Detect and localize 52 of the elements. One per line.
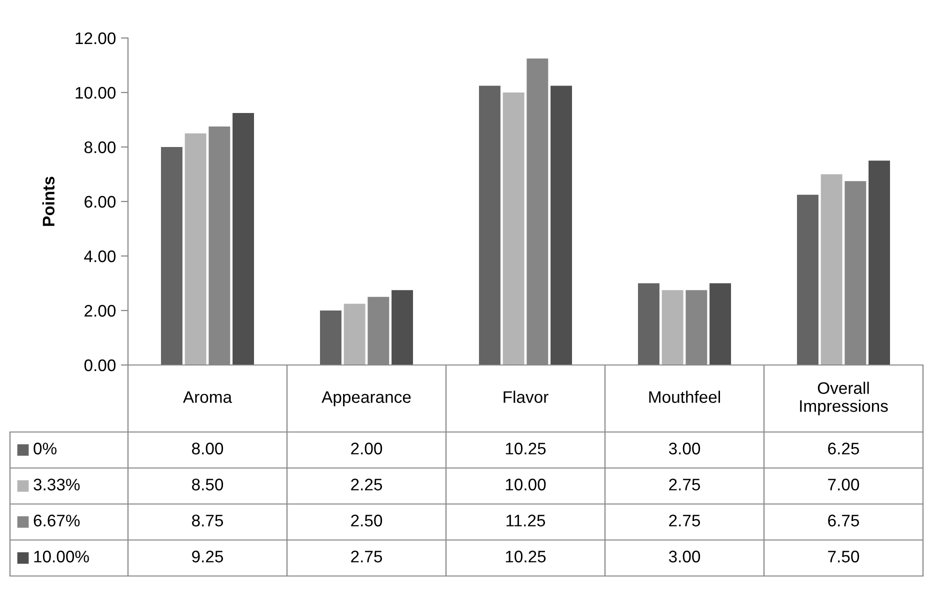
y-tick-label: 8.00 [84,141,116,154]
bar [796,194,818,365]
data-label: 8.00 [192,442,224,454]
bar [502,92,524,365]
bar [184,133,206,365]
x-tick-label: Flavor [504,390,548,403]
data-label: 10.25 [506,550,546,562]
y-tick-label: 2.00 [84,304,116,317]
data-label: 6.75 [828,514,860,526]
data-label: 7.00 [828,478,860,490]
legend-label: 10.00% [34,550,89,562]
y-tick-label: 10.00 [76,86,116,99]
x-tick-label: Overall Impressions [800,382,888,416]
data-label: 2.25 [351,478,382,490]
bar [160,147,182,365]
legend-label: 0% [34,442,56,454]
data-label: 3.00 [668,442,700,454]
x-tick-label: Aroma [182,391,232,403]
data-label: 7.50 [828,550,860,562]
bar [710,283,732,365]
data-label: 11.25 [506,514,546,526]
data-label: 2.75 [351,550,382,562]
y-axis-title: Points [42,176,55,226]
data-label: 10.00 [506,478,546,490]
data-label: 2.75 [669,478,700,490]
y-tick-label: 0.00 [84,359,116,372]
y-tick-label: 12.00 [76,32,116,44]
data-label: 2.50 [351,514,382,526]
data-label: 2.75 [669,514,700,526]
data-label: 8.50 [192,478,224,490]
bar [320,310,342,365]
legend-label: 3.33% [34,478,80,490]
bar [638,283,660,365]
data-label: 6.25 [828,442,860,454]
data-label: 8.75 [192,514,224,526]
data-label: 10.25 [506,442,546,454]
bar [478,86,500,365]
bar [868,160,890,365]
y-tick-label: 4.00 [84,250,116,262]
data-label: 2.00 [351,442,382,454]
y-tick-label: 6.00 [84,196,116,208]
legend-label: 6.67% [34,514,80,526]
bar [392,290,414,365]
bar [232,112,254,365]
bar [820,174,842,365]
x-tick-label: Appearance [322,391,411,406]
data-label: 3.00 [668,550,700,562]
data-label: 9.25 [192,550,224,562]
bar [344,304,366,365]
bar [662,290,684,365]
bar [550,86,572,365]
x-tick-label: Mouthfeel [649,390,720,403]
